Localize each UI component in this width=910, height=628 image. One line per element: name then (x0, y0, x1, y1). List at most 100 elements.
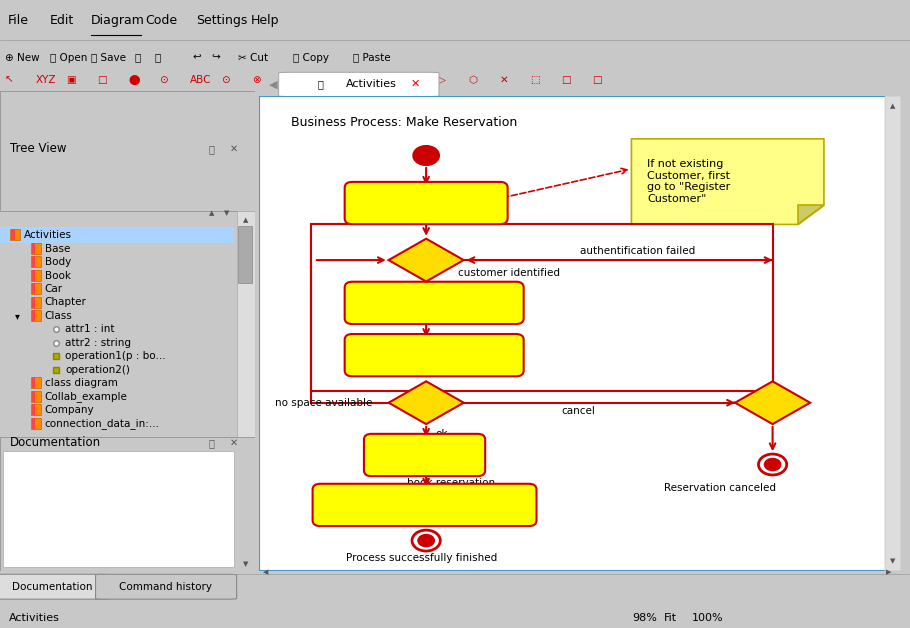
Text: ⊙: ⊙ (221, 75, 230, 85)
Polygon shape (735, 381, 810, 424)
Text: ⊗: ⊗ (252, 75, 261, 85)
Bar (32, 418, 35, 429)
Text: Identity customer: Identity customer (374, 197, 479, 210)
Text: ─: ─ (314, 75, 320, 85)
Text: Take reservation wish: Take reservation wish (370, 296, 498, 310)
Bar (885, 96, 901, 571)
Circle shape (412, 530, 440, 551)
Text: Code: Code (146, 14, 177, 27)
Text: ✕: ✕ (410, 79, 420, 89)
Text: Check available space: Check available space (369, 349, 500, 362)
Text: Edit: Edit (50, 14, 75, 27)
FancyBboxPatch shape (364, 434, 485, 476)
Text: Class: Class (45, 311, 72, 321)
Text: Reservation canceled: Reservation canceled (663, 484, 775, 493)
Text: 📋 Paste: 📋 Paste (353, 53, 390, 63)
Circle shape (758, 454, 787, 475)
Bar (32, 296, 35, 308)
Text: ABC: ABC (190, 75, 212, 85)
FancyBboxPatch shape (313, 484, 537, 526)
Text: Activities: Activities (9, 613, 60, 623)
Text: ⊕ New: ⊕ New (5, 53, 39, 63)
Text: 📋: 📋 (317, 79, 323, 89)
Text: 98%: 98% (632, 613, 657, 623)
Text: Confirm reservation to customer: Confirm reservation to customer (329, 499, 521, 511)
Bar (32, 310, 35, 321)
Text: attr2 : string: attr2 : string (65, 338, 131, 348)
Bar (238, 225, 252, 283)
Circle shape (764, 458, 781, 470)
FancyBboxPatch shape (96, 574, 237, 599)
Text: ◇: ◇ (283, 75, 291, 85)
Text: Documentation: Documentation (10, 436, 101, 449)
Text: ↺: ↺ (376, 75, 385, 85)
Bar (32, 270, 35, 281)
Text: ◀: ◀ (269, 79, 278, 89)
Bar (10, 229, 20, 241)
Bar (0, 227, 235, 243)
Text: Body: Body (45, 257, 71, 267)
Text: ↖: ↖ (5, 75, 14, 85)
Text: ⬤: ⬤ (128, 75, 140, 85)
Text: ▷: ▷ (438, 75, 446, 85)
Text: File: File (7, 14, 28, 27)
Bar (32, 391, 35, 402)
Text: ▣: ▣ (66, 75, 76, 85)
Bar (237, 211, 255, 571)
Bar (3, 452, 235, 566)
Text: ✕: ✕ (229, 438, 238, 448)
Text: attr1 : int: attr1 : int (65, 324, 115, 334)
Text: ↪: ↪ (211, 53, 220, 63)
Text: no space available: no space available (276, 398, 373, 408)
Text: If not existing
Customer, first
go to "Register
Customer": If not existing Customer, first go to "R… (648, 160, 731, 204)
Text: ▼: ▼ (224, 210, 229, 217)
Text: Collab_example: Collab_example (45, 391, 127, 402)
Text: Activities: Activities (25, 230, 72, 240)
Text: ▼: ▼ (890, 558, 895, 565)
Text: Settings: Settings (196, 14, 247, 27)
Text: 📎: 📎 (155, 53, 161, 63)
Bar (32, 377, 35, 389)
Text: customer identified: customer identified (459, 268, 561, 278)
Text: □: □ (561, 75, 571, 85)
Circle shape (418, 534, 434, 546)
Bar (31, 418, 41, 429)
Text: Business Process: Make Reservation: Business Process: Make Reservation (291, 116, 518, 129)
Text: Process successfully finished: Process successfully finished (346, 553, 497, 563)
Text: ▼: ▼ (243, 561, 248, 567)
FancyBboxPatch shape (278, 72, 439, 97)
Text: class diagram: class diagram (45, 378, 117, 388)
Bar (11, 229, 15, 241)
Bar (32, 283, 35, 295)
Text: ▾: ▾ (15, 311, 20, 321)
Polygon shape (389, 381, 464, 424)
Text: 📌: 📌 (209, 438, 215, 448)
Text: ▲: ▲ (890, 103, 895, 109)
Text: Car: Car (45, 284, 63, 294)
FancyBboxPatch shape (345, 182, 508, 224)
Text: ⊙: ⊙ (159, 75, 168, 85)
Text: XYZ: XYZ (35, 75, 56, 85)
Text: ↩: ↩ (193, 53, 202, 63)
Text: Company: Company (45, 405, 95, 415)
Bar (31, 296, 41, 308)
Polygon shape (632, 139, 824, 224)
Bar (32, 256, 35, 268)
Text: ▲: ▲ (243, 217, 248, 223)
Bar (310, 224, 773, 391)
Bar (31, 404, 41, 415)
Text: ▲: ▲ (209, 210, 215, 217)
Text: 💾 Save: 💾 Save (91, 53, 126, 63)
Text: 🖨: 🖨 (135, 53, 141, 63)
Bar (31, 377, 41, 389)
Text: 100%: 100% (692, 613, 723, 623)
Bar (31, 283, 41, 295)
Text: Chapter: Chapter (45, 298, 86, 308)
Text: Documentation: Documentation (12, 582, 92, 592)
Text: ✂ Cut: ✂ Cut (238, 53, 268, 63)
Text: □: □ (592, 75, 602, 85)
Text: ⬚: ⬚ (531, 75, 541, 85)
Text: 📌: 📌 (209, 144, 215, 154)
FancyBboxPatch shape (345, 334, 523, 376)
Text: XYZ: XYZ (407, 75, 428, 85)
